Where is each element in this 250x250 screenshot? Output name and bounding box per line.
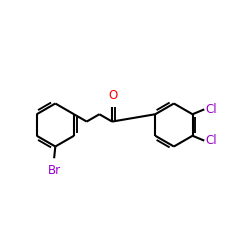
Text: Br: Br bbox=[48, 164, 61, 176]
Text: Cl: Cl bbox=[205, 103, 216, 116]
Text: O: O bbox=[109, 89, 118, 102]
Text: Cl: Cl bbox=[205, 134, 216, 147]
